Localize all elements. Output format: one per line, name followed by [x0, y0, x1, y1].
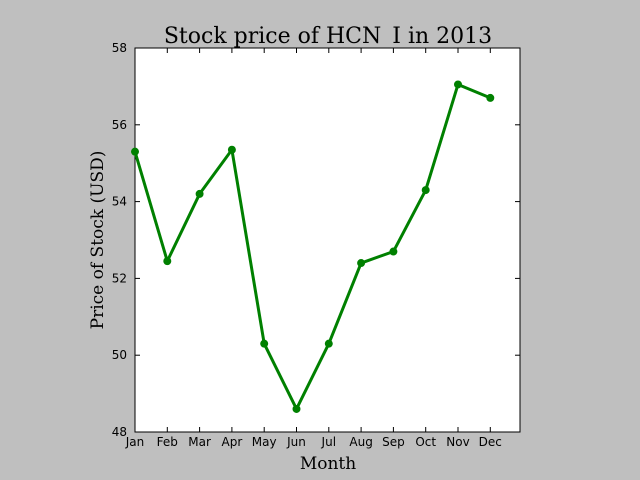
y-tick-label: 58	[112, 41, 127, 55]
y-tick-label: 52	[112, 271, 127, 285]
x-tick-labels: Jan Feb Mar Apr May Jun Jul Aug Sep Oct Nov Dec	[125, 435, 502, 449]
x-tick-label: Mar	[188, 435, 211, 449]
data-point	[195, 189, 204, 198]
x-tick-label: May	[252, 435, 277, 449]
chart-title: Stock price of HCN_I in 2013	[164, 24, 492, 49]
y-tick-label: 48	[112, 425, 127, 439]
x-tick-label: Feb	[157, 435, 178, 449]
x-tick-label: Sep	[382, 435, 405, 449]
data-point	[292, 404, 301, 413]
data-point	[163, 257, 172, 266]
x-axis-label: Month	[300, 454, 356, 474]
data-point	[454, 80, 462, 89]
x-tick-label: Jun	[286, 435, 306, 449]
x-tick-label: Apr	[222, 435, 243, 449]
x-tick-label: Nov	[446, 435, 469, 449]
series-line	[133, 82, 491, 411]
x-tick-label: Dec	[479, 435, 502, 449]
x-tick-label: Jul	[321, 435, 336, 449]
x-tick-label: Oct	[415, 435, 436, 449]
x-tick-label: Jan	[125, 435, 145, 449]
data-points	[131, 80, 495, 413]
data-point	[389, 247, 398, 256]
y-tick-label: 56	[112, 118, 127, 132]
plot-area	[134, 47, 521, 433]
data-point	[421, 186, 430, 195]
data-point	[486, 93, 495, 102]
data-point	[131, 147, 139, 156]
y-tick-label: 54	[112, 195, 127, 209]
data-point	[324, 339, 333, 348]
axis-ticks	[134, 47, 520, 433]
data-point	[260, 339, 269, 348]
y-axis-label: Price of Stock (USD)	[88, 151, 108, 330]
data-point	[227, 145, 236, 154]
y-tick-labels: 48 50 52 54 56 58	[112, 41, 127, 439]
x-tick-label: Aug	[349, 435, 372, 449]
data-point	[357, 259, 366, 268]
y-tick-label: 50	[112, 348, 127, 362]
